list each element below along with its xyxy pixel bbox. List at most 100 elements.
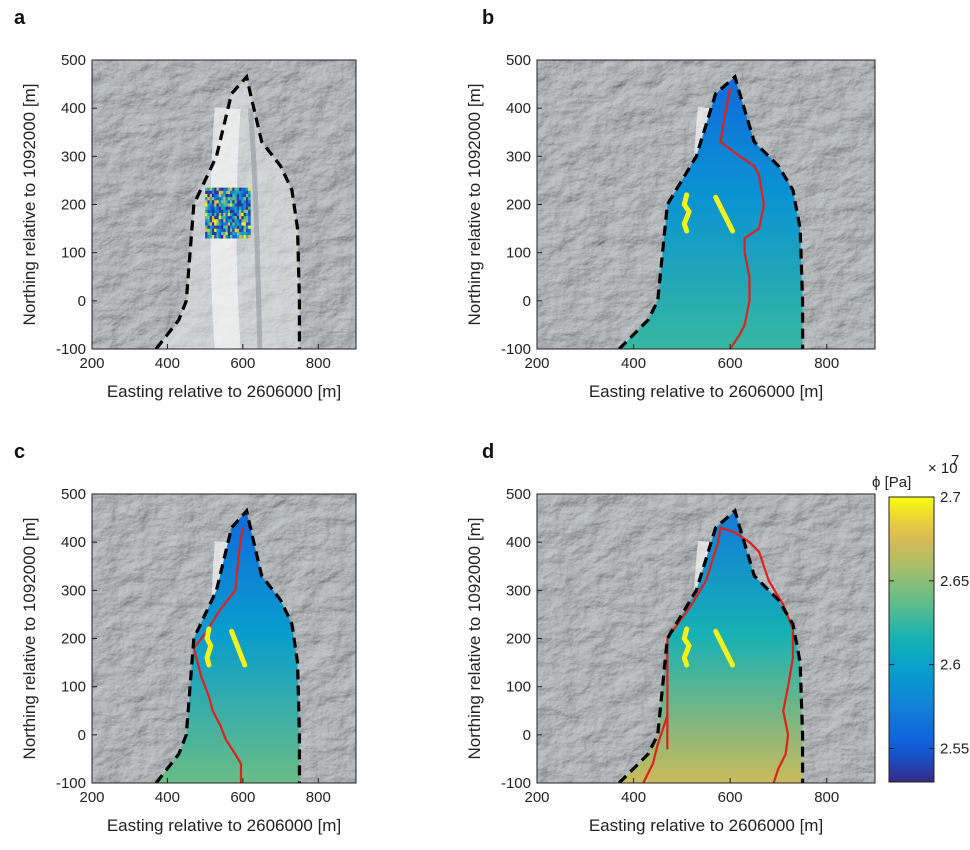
y-tick-label: 100 (61, 679, 86, 696)
patch-cell (241, 216, 244, 220)
patch-cell (234, 193, 238, 198)
patch-cell (245, 216, 249, 220)
patch-cell (207, 200, 210, 204)
patch-cell (232, 219, 235, 223)
patch-cell (243, 197, 247, 201)
patch-cell (230, 219, 233, 223)
patch-cell (245, 203, 249, 207)
patch-cell (209, 219, 213, 223)
panel-label: b (482, 7, 494, 29)
patch-cell (245, 206, 249, 211)
patch-cell (230, 209, 233, 214)
colorbar-tick-label: 2.7 (940, 489, 961, 506)
patch-cell (234, 222, 238, 226)
patch-cell (230, 190, 233, 195)
patch-cell (216, 200, 220, 204)
patch-cell (220, 209, 224, 214)
patch-cell (207, 206, 210, 211)
patch-cell (227, 197, 231, 201)
patch-cell (236, 235, 240, 239)
patch-cell (205, 235, 208, 239)
patch-cell (245, 193, 249, 198)
patch-cell (248, 193, 251, 198)
patch-cell (205, 190, 208, 195)
y-tick-label: 400 (61, 100, 86, 117)
patch-cell (236, 197, 240, 201)
y-tick-label: 0 (523, 293, 531, 310)
patch-cell (205, 206, 208, 211)
patch-cell (248, 212, 251, 217)
patch-cell (211, 193, 215, 198)
y-tick-label: 200 (506, 197, 531, 214)
patch-cell (225, 219, 229, 223)
patch-cell (220, 203, 224, 207)
patch-cell (214, 203, 217, 207)
patch-cell (234, 197, 238, 201)
patch-cell (245, 200, 249, 204)
patch-cell (214, 209, 217, 214)
patch-cell (243, 200, 247, 204)
patch-cell (234, 206, 238, 211)
x-tick-label: 800 (306, 355, 331, 372)
patch-cell (225, 222, 229, 226)
patch-cell (236, 219, 240, 223)
patch-cell (243, 190, 247, 195)
glacier-boundary (154, 507, 302, 783)
patch-cell (245, 222, 249, 226)
glacier-boundary (154, 73, 302, 349)
x-tick-label: 200 (524, 355, 549, 372)
patch-cell (236, 203, 240, 207)
patch-cell (230, 225, 233, 230)
patch-cell (205, 228, 208, 233)
patch-cell (239, 219, 242, 223)
y-tick-label: -100 (501, 341, 531, 358)
patch-cell (207, 193, 210, 198)
patch-cell (220, 228, 224, 233)
patch-cell (232, 231, 235, 236)
patch-cell (227, 228, 231, 233)
patch-cell (241, 235, 244, 239)
y-tick-label: 100 (506, 679, 531, 696)
patch-cell (248, 231, 251, 236)
patch-cell (225, 231, 229, 236)
patch-cell (230, 200, 233, 204)
patch-cell (205, 216, 208, 220)
patch-cell (248, 209, 251, 214)
patch-cell (230, 235, 233, 239)
patch-cell (216, 193, 220, 198)
y-tick-label: 200 (61, 197, 86, 214)
patch-cell (241, 231, 244, 236)
patch-cell (218, 187, 222, 192)
y-tick-label: 500 (61, 52, 86, 69)
x-axis-label: Easting relative to 2606000 [m] (589, 816, 823, 835)
y-tick-label: 100 (506, 245, 531, 262)
patch-cell (209, 197, 213, 201)
x-axis-label: Easting relative to 2606000 [m] (107, 816, 341, 835)
patch-cell (234, 231, 238, 236)
patch-cell (245, 228, 249, 233)
patch-cell (243, 235, 247, 239)
patch-cell (225, 212, 229, 217)
patch-cell (223, 193, 226, 198)
x-tick-label: 800 (306, 789, 331, 806)
patch-cell (207, 216, 210, 220)
patch-cell (243, 209, 247, 214)
patch-cell (248, 225, 251, 230)
patch-cell (209, 225, 213, 230)
patch-cell (245, 209, 249, 214)
patch-cell (248, 187, 251, 192)
patch-cell (232, 228, 235, 233)
patch-cell (211, 197, 215, 201)
patch-cell (241, 228, 244, 233)
patch-cell (248, 228, 251, 233)
patch-cell (223, 209, 226, 214)
patch-cell (220, 190, 224, 195)
patch-cell (211, 209, 215, 214)
patch-cell (239, 190, 242, 195)
patch-cell (218, 197, 222, 201)
panel-a: a 200 400 600 800 -100 0 100 200 300 400 500 Easting… (14, 7, 357, 401)
patch-cell (211, 206, 215, 211)
patch-cell (220, 216, 224, 220)
patch-cell (227, 200, 231, 204)
patch-cell (223, 231, 226, 236)
